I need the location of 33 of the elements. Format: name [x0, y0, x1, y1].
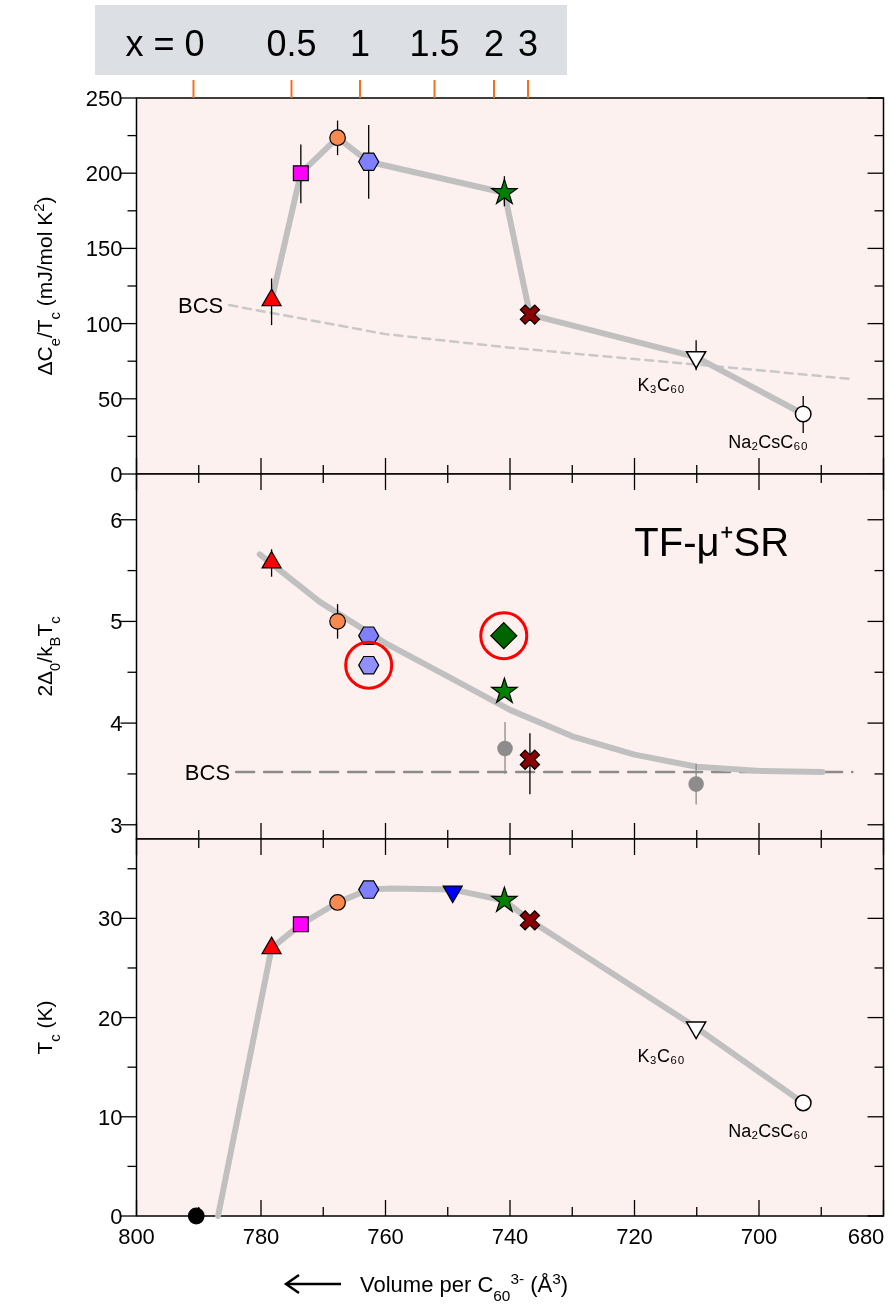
x-tick-label: 680: [847, 1224, 885, 1249]
x-tick-label: 760: [367, 1224, 404, 1249]
x-tick-label: 700: [740, 1224, 778, 1249]
text: x = 0: [125, 23, 205, 64]
y-tick-label: 200: [85, 161, 123, 187]
series-label: K₃C₆₀: [637, 375, 685, 396]
y-tick-label: 10: [98, 1104, 123, 1130]
y-tick-label: 100: [85, 311, 123, 337]
text: 3: [517, 23, 539, 64]
x-axis-title: Volume per C$_{60}$$^{3-}$ (Å$^{3}$): [360, 1269, 569, 1304]
annotation: TF-μ⁺SR: [634, 520, 790, 564]
series-label: K₃C₆₀: [637, 1045, 685, 1066]
y-tick-label: 5: [110, 609, 123, 635]
x-tick-label: 780: [242, 1224, 280, 1249]
text: 2: [483, 23, 505, 64]
y-tick-label: 150: [85, 236, 123, 262]
y-tick-label: 30: [98, 906, 123, 932]
x-tick-label: 740: [491, 1224, 529, 1249]
y-tick-label: 0: [110, 462, 123, 487]
y-tick-label: 4: [110, 711, 123, 737]
y-tick-label: 6: [110, 507, 123, 533]
series-label: Na₂CsC₆₀: [728, 431, 809, 452]
text: 1: [349, 23, 371, 64]
y-tick-label: 250: [85, 86, 123, 111]
x-tick-label: 720: [616, 1224, 653, 1249]
y-tick-label: 3: [110, 812, 123, 838]
text: 1.5: [409, 23, 460, 64]
series-label: BCS: [178, 293, 224, 319]
series-label: Na₂CsC₆₀: [728, 1120, 809, 1141]
y-tick-label: 20: [98, 1005, 123, 1031]
y-tick-label: 50: [98, 386, 123, 412]
text: 0.5: [266, 23, 317, 64]
series-label: BCS: [184, 759, 231, 785]
